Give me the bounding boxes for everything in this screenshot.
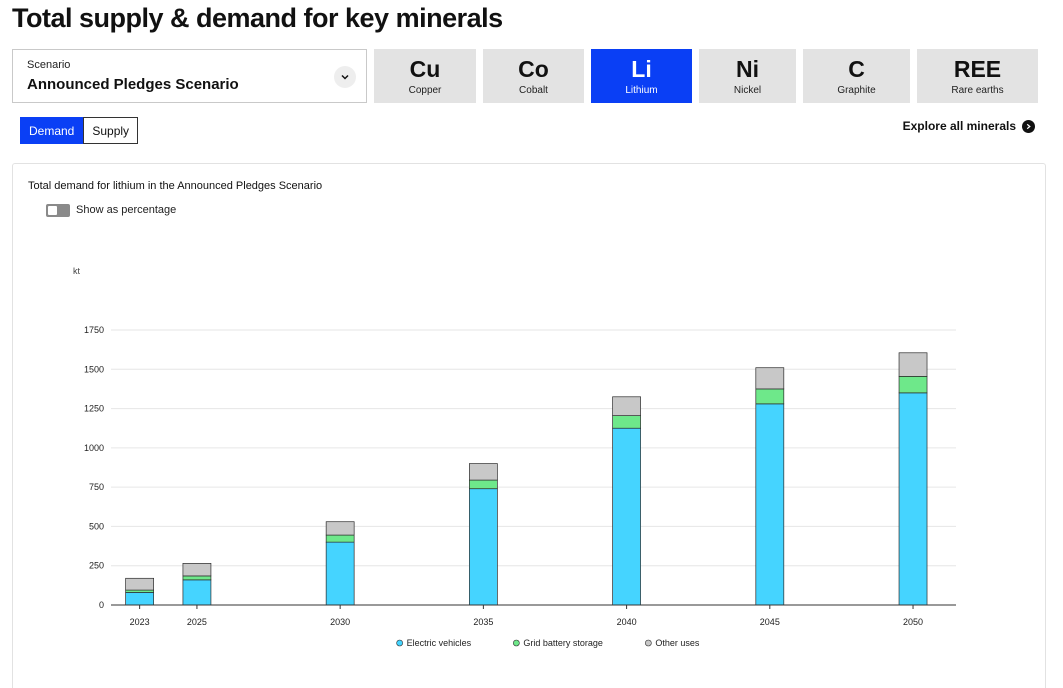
demand-button[interactable]: Demand	[20, 117, 84, 144]
mineral-name: Cobalt	[519, 85, 548, 96]
bar-grid-battery-storage	[898, 376, 928, 394]
explore-all-minerals-link[interactable]: Explore all minerals	[903, 119, 1035, 133]
mineral-symbol: Ni	[736, 56, 759, 82]
mineral-symbol: Li	[631, 56, 652, 82]
bar-grid-battery-storage	[612, 415, 641, 429]
percentage-toggle-label: Show as percentage	[76, 204, 177, 216]
y-tick-label: 1500	[84, 364, 104, 374]
y-tick-label: 1000	[84, 443, 104, 453]
bar-electric-vehicles	[325, 541, 355, 606]
y-tick-label: 500	[89, 521, 104, 531]
x-tick-label: 2035	[473, 617, 493, 627]
bar-grid-battery-storage	[125, 589, 154, 593]
mineral-symbol: C	[848, 56, 865, 82]
bar-other-uses	[182, 563, 212, 577]
mineral-tab-cobalt[interactable]: Co Cobalt	[483, 49, 584, 103]
bar-electric-vehicles	[898, 392, 928, 606]
mineral-name: Copper	[408, 85, 442, 96]
x-tick-label: 2030	[330, 617, 350, 627]
bar-electric-vehicles	[125, 592, 154, 606]
x-tick-label: 2023	[130, 617, 150, 627]
bar-grid-battery-storage	[325, 534, 355, 543]
bar-electric-vehicles	[755, 403, 785, 606]
legend-entry: Grid battery storage	[523, 638, 603, 648]
bar-electric-vehicles	[469, 488, 498, 606]
bar-other-uses	[755, 367, 785, 390]
bar-electric-vehicles	[612, 427, 641, 606]
scenario-dropdown[interactable]: Scenario Announced Pledges Scenario	[12, 49, 367, 103]
demand-bar-chart: kt 0 250 500 750 1000 1250 1500 1750 2023 2025 2030…	[73, 266, 956, 648]
chart-panel: Total demand for lithium in the Announce…	[12, 163, 1046, 688]
mineral-symbol: Co	[518, 56, 549, 82]
bar-other-uses	[898, 352, 928, 377]
mineral-tab-lithium[interactable]: Li Lithium	[591, 49, 692, 103]
explore-label: Explore all minerals	[902, 119, 1016, 133]
y-tick-label: 1750	[84, 325, 104, 335]
legend-marker	[645, 639, 652, 647]
bar-electric-vehicles	[182, 579, 212, 606]
mineral-name: Rare earths	[951, 85, 1004, 96]
y-tick-label: 750	[89, 482, 104, 492]
demand-supply-toggle: Demand Supply	[20, 117, 139, 144]
mineral-symbol: Cu	[409, 56, 441, 82]
x-tick-label: 2045	[760, 617, 780, 627]
bar-other-uses	[612, 396, 641, 416]
supply-button[interactable]: Supply	[83, 117, 139, 144]
mineral-name: Lithium	[625, 85, 658, 96]
mineral-tab-graphite[interactable]: C Graphite	[803, 49, 910, 103]
toggle-knob	[48, 206, 57, 215]
x-tick-label: 2040	[617, 617, 637, 627]
y-tick-label: 250	[89, 561, 104, 571]
mineral-tab-nickel[interactable]: Ni Nickel	[699, 49, 796, 103]
bar-other-uses	[469, 463, 498, 481]
bar-other-uses	[325, 521, 355, 536]
x-tick-label: 2050	[903, 617, 923, 627]
mineral-name: Nickel	[733, 85, 762, 96]
x-tick-label: 2025	[187, 617, 207, 627]
y-axis-unit: kt	[73, 266, 81, 276]
mineral-tab-rare-earths[interactable]: REE Rare earths	[917, 49, 1038, 103]
scenario-label: Scenario	[27, 59, 71, 71]
y-tick-label: 0	[99, 600, 104, 610]
bar-grid-battery-storage	[182, 575, 212, 581]
mineral-name: Graphite	[837, 85, 876, 96]
legend-entry: Other uses	[655, 638, 700, 648]
bar-grid-battery-storage	[755, 388, 785, 405]
scenario-value: Announced Pledges Scenario	[27, 76, 239, 93]
legend-marker	[396, 639, 403, 647]
legend-entry: Electric vehicles	[407, 638, 472, 648]
arrow-right-icon	[1022, 119, 1035, 133]
y-tick-label: 1250	[84, 404, 104, 414]
mineral-symbol: REE	[953, 56, 1002, 82]
percentage-toggle[interactable]	[46, 204, 70, 217]
mineral-tab-copper[interactable]: Cu Copper	[374, 49, 476, 103]
legend-marker	[513, 639, 520, 647]
page-title: Total supply & demand for key minerals	[12, 3, 503, 33]
chevron-down-icon[interactable]	[334, 66, 356, 88]
chart-title: Total demand for lithium in the Announce…	[28, 180, 323, 192]
bar-grid-battery-storage	[469, 479, 498, 490]
bar-other-uses	[125, 577, 154, 591]
